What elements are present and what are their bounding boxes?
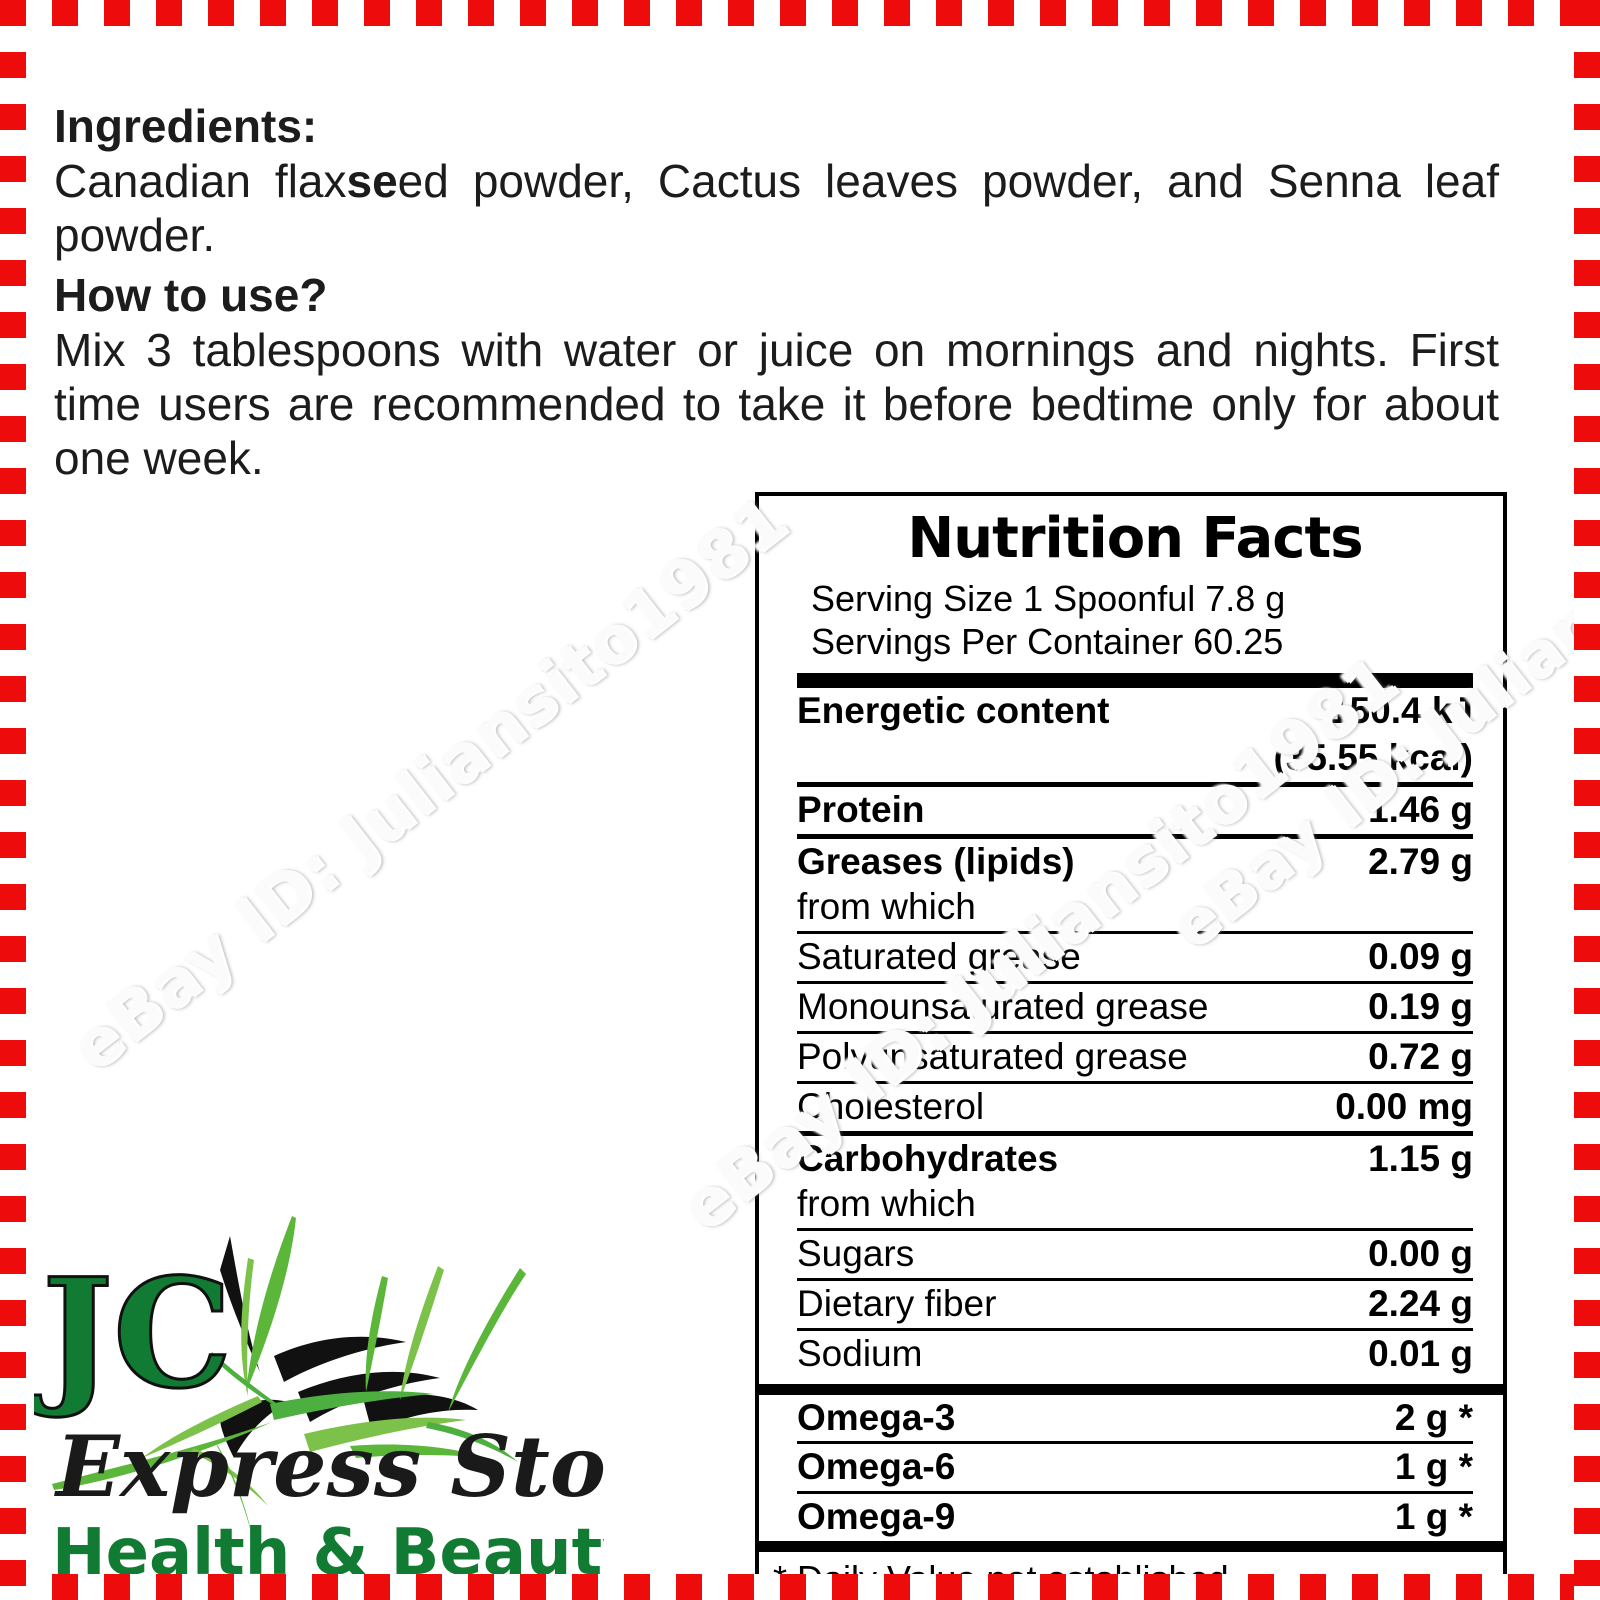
howto-heading: How to use? xyxy=(54,268,328,321)
row-value: 0.09 g xyxy=(1252,930,1473,983)
row-value: 0.01 g xyxy=(1252,1327,1473,1378)
row-value: 2.24 g xyxy=(1252,1277,1473,1330)
ingredients-heading: Ingredients: xyxy=(54,100,318,152)
table-row: from which xyxy=(797,1183,1473,1229)
logo-tagline: Health & Beauty xyxy=(52,1516,604,1574)
row-label: Omega-6 xyxy=(797,1441,1250,1493)
watermark-text: eBay ID: Juliansito1981 xyxy=(56,480,802,1087)
logo-monogram: JC xyxy=(34,1246,232,1422)
table-row: Polyunsaturated grease 0.72 g xyxy=(797,1030,1473,1083)
row-value: 1 g * xyxy=(1249,1491,1473,1542)
row-label: Polyunsaturated grease xyxy=(797,1030,1253,1083)
row-value: 2 g * xyxy=(1394,1396,1473,1438)
leaf-green-group xyxy=(52,1216,526,1546)
row-label: Energetic content xyxy=(797,690,1110,732)
table-row: Sodium 0.01 g xyxy=(797,1327,1473,1378)
ingredients-text-a: Canadian flax xyxy=(54,155,347,208)
row-label: Sodium xyxy=(797,1327,1253,1378)
row-label-empty xyxy=(797,735,1252,784)
page-canvas: Ingredients: Canadian flaxseed powder, C… xyxy=(26,26,1574,1574)
frame-edge-right xyxy=(1574,0,1600,1600)
row-value: 0.00 mg xyxy=(1252,1080,1473,1134)
table-row: Carbohydrates 1.15 g xyxy=(797,1130,1473,1183)
row-value: 0.19 g xyxy=(1252,980,1473,1033)
table-row: (35.55 kcal) xyxy=(797,735,1473,784)
table-row: Monounsaturated grease 0.19 g xyxy=(797,980,1473,1033)
omega-table: Omega-3 2 g * Omega-6 1 g * Omega-9 1 g … xyxy=(797,1395,1473,1542)
row-label: Saturated grease xyxy=(797,930,1253,983)
row-label: Protein xyxy=(797,782,1253,837)
howto-body: Mix 3 tablespoons with water or juice on… xyxy=(54,324,1499,484)
row-label: from which xyxy=(797,885,976,927)
row-value: 0.00 g xyxy=(1252,1227,1473,1280)
ingredients-text-b: se xyxy=(346,155,398,208)
row-value: 1 g * xyxy=(1249,1441,1473,1493)
row-label: Cholesterol xyxy=(797,1080,1253,1134)
nutrition-facts-panel: Nutrition Facts Serving Size 1 Spoonful … xyxy=(755,492,1507,1574)
row-label: Dietary fiber xyxy=(797,1277,1253,1330)
nutrition-table: Energetic content 150.4 kJ (35.55 kcal) … xyxy=(797,688,1473,1378)
row-value xyxy=(1252,886,1473,932)
table-row: Sugars 0.00 g xyxy=(797,1227,1473,1280)
brand-logo: JC Express Store Health & Beauty xyxy=(34,1196,604,1574)
row-value: 0.72 g xyxy=(1252,1030,1473,1083)
row-value: 1.46 g xyxy=(1252,782,1473,837)
row-value: 150.4 kJ xyxy=(1328,690,1473,732)
table-row: Dietary fiber 2.24 g xyxy=(797,1277,1473,1330)
table-row: Omega-3 2 g * xyxy=(797,1395,1473,1443)
row-label: from which xyxy=(797,1182,976,1224)
row-value: 2.79 g xyxy=(1252,834,1473,886)
table-row: Omega-9 1 g * xyxy=(797,1491,1473,1542)
frame-edge-top xyxy=(0,0,1600,26)
row-label: Omega-3 xyxy=(797,1396,956,1438)
row-label: Greases (lipids) xyxy=(797,834,1253,886)
frame-edge-left xyxy=(0,0,26,1600)
frame-edge-bottom xyxy=(0,1574,1600,1600)
row-value xyxy=(1252,1183,1473,1229)
header-divider-bar xyxy=(797,673,1473,689)
row-label: Monounsaturated grease xyxy=(797,980,1253,1033)
table-row: Saturated grease 0.09 g xyxy=(797,930,1473,983)
table-row: Greases (lipids) 2.79 g xyxy=(797,834,1473,886)
logo-name: Express Store xyxy=(54,1417,604,1516)
table-row: Cholesterol 0.00 mg xyxy=(797,1080,1473,1134)
servings-per-container: Servings Per Container 60.25 xyxy=(811,620,1284,662)
row-label: Sugars xyxy=(797,1227,1253,1280)
serving-size: Serving Size 1 Spoonful 7.8 g xyxy=(811,578,1286,620)
ingredients-text-c: ed powder, Cactus leaves powder, and Sen… xyxy=(54,155,1499,262)
row-value: 1.15 g xyxy=(1252,1130,1473,1183)
nutrition-facts-title: Nutrition Facts xyxy=(907,506,1363,571)
table-row: Energetic content 150.4 kJ xyxy=(797,688,1473,735)
row-value-secondary: (35.55 kcal) xyxy=(1273,737,1473,779)
product-copy: Ingredients: Canadian flaxseed powder, C… xyxy=(54,100,1499,486)
row-label: Omega-9 xyxy=(797,1491,1250,1542)
table-row: Protein 1.46 g xyxy=(797,782,1473,837)
row-label: Carbohydrates xyxy=(797,1130,1253,1183)
table-row: Omega-6 1 g * xyxy=(797,1441,1473,1493)
table-row: from which xyxy=(797,886,1473,932)
nutrition-footnote: * Daily Value not established xyxy=(759,1541,1503,1574)
ingredients-body: Canadian flaxseed powder, Cactus leaves … xyxy=(54,155,1499,263)
